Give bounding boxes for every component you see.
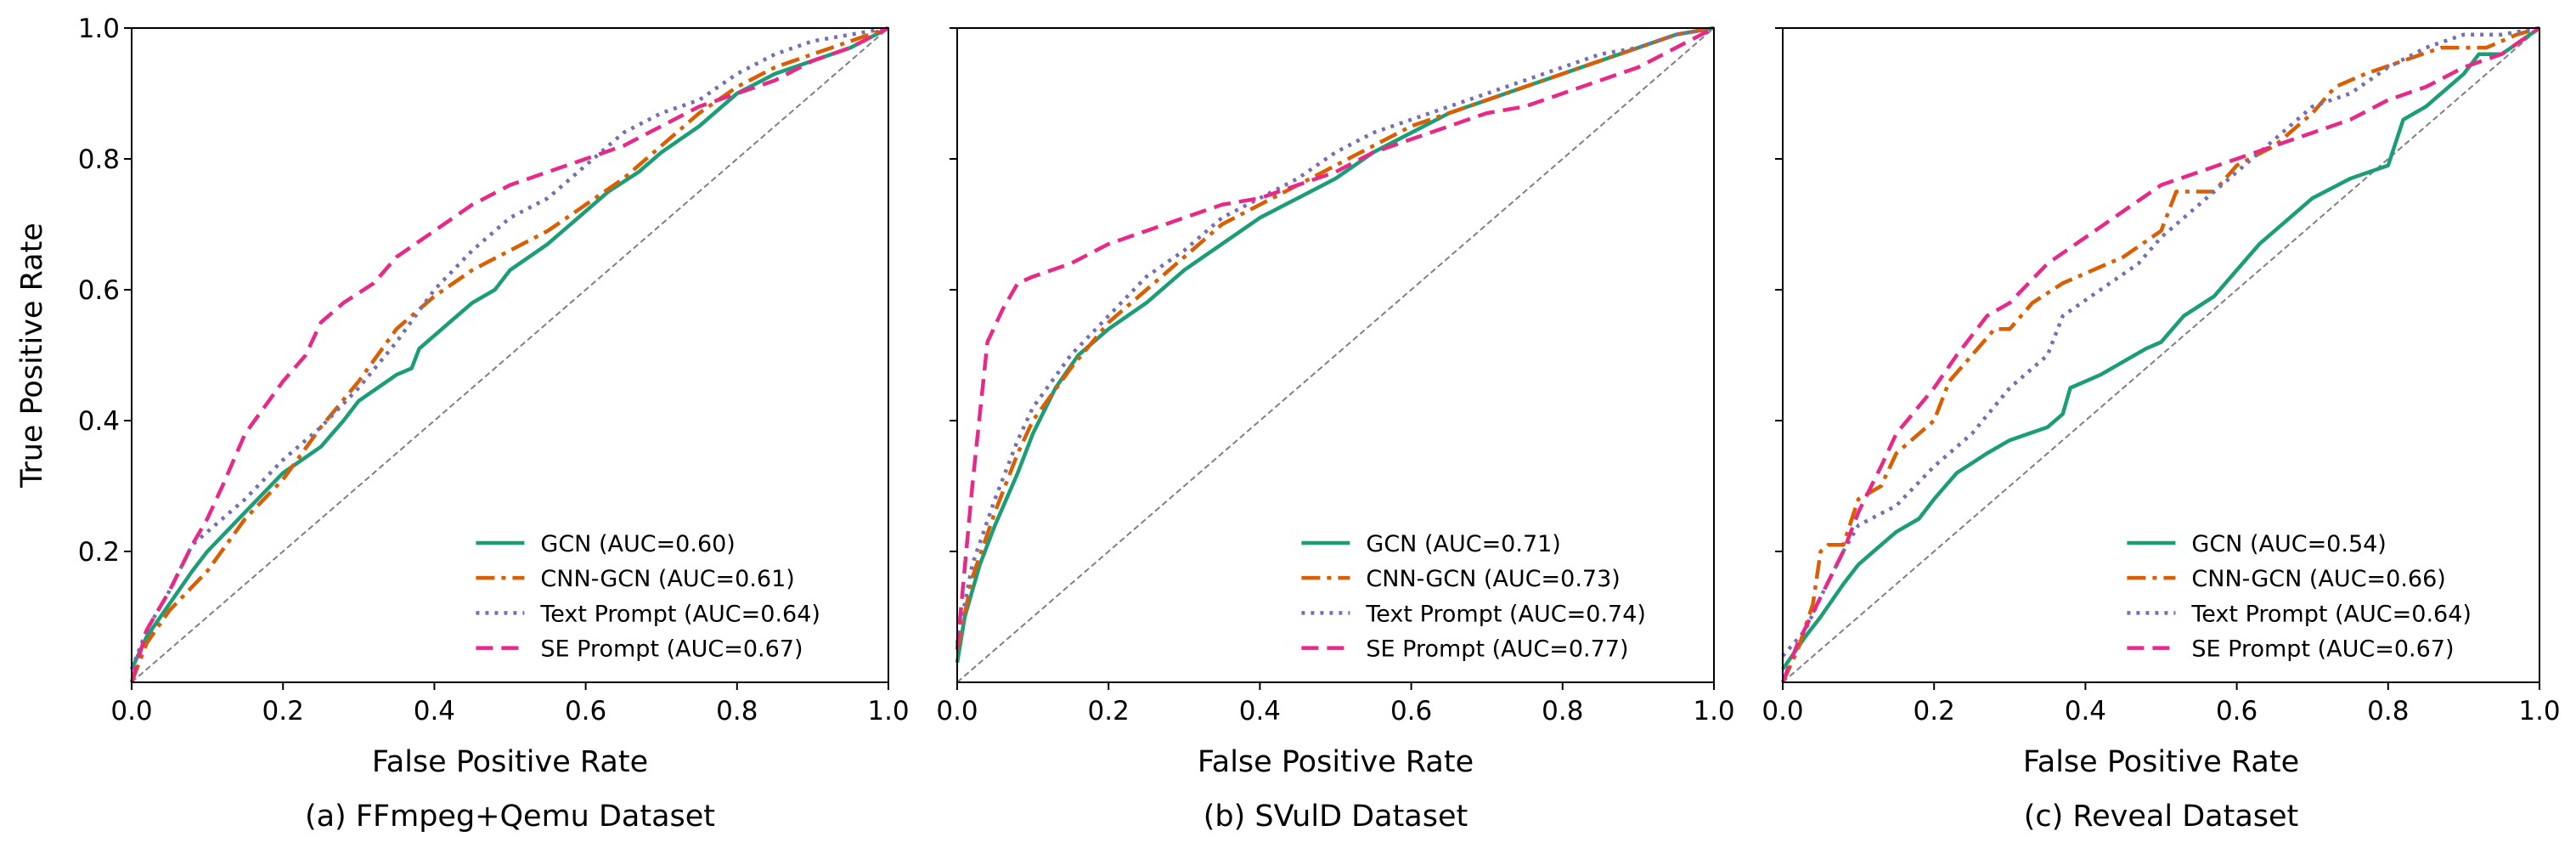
legend-label: CNN-GCN (AUC=0.73) xyxy=(1366,566,1620,592)
roc-curve-3 xyxy=(955,26,1716,650)
y-axis-label: True Positive Rate xyxy=(15,223,49,489)
legend-label: SE Prompt (AUC=0.67) xyxy=(2191,636,2454,663)
panel-caption: (b) SVulD Dataset xyxy=(1203,800,1468,834)
x-tick-label: 0.8 xyxy=(2367,696,2409,726)
legend-label: Text Prompt (AUC=0.64) xyxy=(2190,601,2472,627)
chance-diagonal xyxy=(956,27,1715,683)
legend-label: SE Prompt (AUC=0.77) xyxy=(1366,636,1628,663)
x-tick-label: 1.0 xyxy=(1693,696,1734,726)
x-tick-label: 0.8 xyxy=(1542,696,1583,726)
x-tick-label: 0.6 xyxy=(1390,696,1432,726)
roc-curve-3 xyxy=(1780,26,2541,683)
x-tick-label: 0.4 xyxy=(2065,696,2106,726)
x-axis-label: False Positive Rate xyxy=(372,745,648,779)
x-tick-label: 0.0 xyxy=(110,696,152,726)
y-tick-label: 0.4 xyxy=(78,406,120,437)
roc-curve-1 xyxy=(955,25,1715,650)
legend-label: CNN-GCN (AUC=0.61) xyxy=(540,566,794,592)
x-tick-label: 0.0 xyxy=(1761,696,1803,726)
x-tick-label: 0.4 xyxy=(1239,696,1281,726)
x-tick-label: 0.4 xyxy=(414,696,455,726)
axes-frame xyxy=(956,27,1715,683)
y-tick-label: 0.2 xyxy=(78,537,120,568)
x-axis-label: False Positive Rate xyxy=(2023,745,2299,779)
roc-panel-2: 0.0 0.2 0.4 0.6 0.8 1.0 False Positive Rate (c)… xyxy=(1761,25,2561,834)
legend: GCN (AUC=0.54) CNN-GCN (AUC=0.66) Text Pro… xyxy=(2127,531,2472,663)
roc-curve-2 xyxy=(1781,25,2540,658)
roc-curve-1 xyxy=(129,25,889,683)
roc-curve-0 xyxy=(129,26,890,670)
y-tick-label: 0.6 xyxy=(78,275,120,306)
y-tick-label: 1.0 xyxy=(78,14,120,44)
x-tick-label: 0.0 xyxy=(936,696,978,726)
legend-label: CNN-GCN (AUC=0.66) xyxy=(2191,566,2445,592)
roc-panel-1: 0.0 0.2 0.4 0.6 0.8 1.0 False Positive Rate (b)… xyxy=(936,25,1735,834)
legend: GCN (AUC=0.60) CNN-GCN (AUC=0.61) Text Pro… xyxy=(476,531,820,663)
x-tick-label: 0.2 xyxy=(1088,696,1130,726)
legend-label: Text Prompt (AUC=0.64) xyxy=(539,601,820,627)
x-tick-label: 0.2 xyxy=(262,696,304,726)
panel-caption: (c) Reveal Dataset xyxy=(2024,800,2299,834)
x-tick-label: 1.0 xyxy=(867,696,909,726)
legend-label: Text Prompt (AUC=0.74) xyxy=(1365,601,1646,627)
chance-diagonal xyxy=(131,27,889,683)
x-tick-label: 0.6 xyxy=(2216,696,2258,726)
chance-diagonal xyxy=(1782,27,2540,683)
x-tick-label: 0.6 xyxy=(565,696,606,726)
roc-panel-0: 0.0 0.2 0.4 0.6 0.8 1.0 0.2 0.4 0.6 0.8 1.0 False P… xyxy=(15,14,910,834)
axes-frame xyxy=(1782,27,2540,683)
roc-curve-2 xyxy=(955,25,1715,644)
legend-label: GCN (AUC=0.71) xyxy=(1366,531,1560,557)
panel-caption: (a) FFmpeg+Qemu Dataset xyxy=(305,800,715,834)
roc-curve-0 xyxy=(1781,26,2541,670)
y-tick-label: 0.8 xyxy=(78,144,120,175)
axes-frame xyxy=(131,27,889,683)
x-tick-label: 0.8 xyxy=(716,696,758,726)
legend-label: GCN (AUC=0.54) xyxy=(2191,531,2386,557)
legend: GCN (AUC=0.71) CNN-GCN (AUC=0.73) Text Pro… xyxy=(1301,531,1646,663)
x-axis-label: False Positive Rate xyxy=(1198,745,1474,779)
x-tick-label: 1.0 xyxy=(2518,696,2560,726)
legend-label: GCN (AUC=0.60) xyxy=(540,531,735,557)
roc-curve-3 xyxy=(129,26,890,683)
legend-label: SE Prompt (AUC=0.67) xyxy=(540,636,803,663)
roc-curve-1 xyxy=(1780,25,2540,683)
roc-curve-2 xyxy=(129,25,889,670)
x-tick-label: 0.2 xyxy=(1914,696,1955,726)
